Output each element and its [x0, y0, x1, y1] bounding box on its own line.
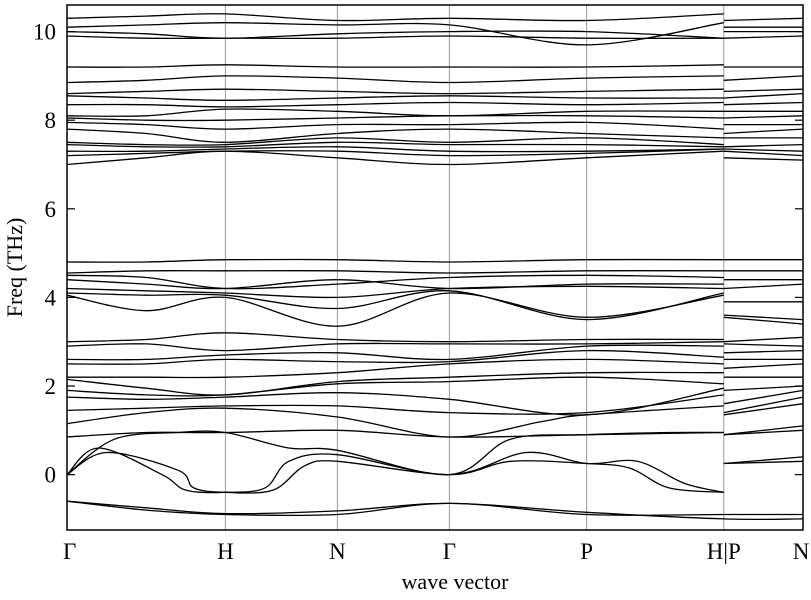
phonon-band	[724, 89, 803, 91]
phonon-band	[67, 286, 724, 297]
phonon-band	[67, 345, 724, 360]
phonon-band	[724, 94, 803, 98]
phonon-band	[67, 271, 724, 273]
phonon-band	[67, 116, 724, 121]
phonon-band	[67, 377, 724, 396]
phonon-band	[67, 76, 724, 83]
phonon-band	[724, 386, 803, 390]
phonon-band	[724, 364, 803, 368]
series-layer	[67, 14, 803, 520]
phonon-band	[67, 430, 724, 437]
y-tick-label: 8	[45, 108, 57, 133]
y-tick-label: 4	[45, 285, 57, 310]
x-tick-label: Γ	[443, 539, 456, 564]
x-axis-label: wave vector	[402, 569, 510, 594]
phonon-band	[724, 337, 803, 341]
phonon-band	[724, 103, 803, 105]
phonon-band	[67, 65, 724, 67]
phonon-band	[67, 103, 724, 107]
phonon-band	[67, 342, 724, 351]
phonon-band	[724, 129, 803, 133]
phonon-band	[724, 344, 803, 346]
x-tick-label: Γ	[63, 539, 76, 564]
phonon-band	[67, 501, 803, 519]
phonon-band	[67, 36, 724, 38]
phonon-band	[67, 96, 724, 101]
phonon-band	[67, 452, 724, 493]
phonon-band	[67, 138, 724, 145]
x-tick-label: N	[793, 539, 810, 564]
phonon-band	[724, 284, 803, 288]
y-tick-label: 10	[33, 20, 56, 45]
phonon-band	[67, 448, 724, 493]
phonon-band	[724, 116, 803, 118]
phonon-band	[724, 151, 803, 155]
x-ticks: Γ H N Γ P H|P N	[63, 539, 810, 564]
phonon-band	[724, 426, 803, 435]
x-tick-label: N	[329, 539, 346, 564]
phonon-band	[67, 122, 724, 129]
phonon-band	[67, 23, 724, 45]
phonon-band	[67, 89, 724, 93]
phonon-band	[67, 333, 724, 342]
y-tick-label: 6	[45, 197, 57, 222]
phonon-band	[67, 259, 724, 262]
phonon-band	[67, 109, 724, 116]
y-axis-label: Freq (THz)	[2, 218, 27, 318]
phonon-band	[67, 431, 724, 475]
phonon-band	[724, 36, 803, 38]
x-tick-label: H	[217, 539, 234, 564]
phonon-band	[67, 372, 724, 395]
y-tick-label: 2	[45, 374, 57, 399]
phonon-band	[724, 351, 803, 353]
phonon-band	[724, 390, 803, 403]
plot-frame	[67, 5, 803, 530]
phonon-band	[724, 76, 803, 80]
gridlines	[225, 5, 723, 530]
phonon-band	[724, 145, 803, 147]
phonon-band	[67, 149, 724, 156]
x-tick-label: H|P	[707, 539, 741, 564]
y-tick-label: 0	[45, 463, 57, 488]
x-tick-label: P	[580, 539, 593, 564]
phonon-band	[724, 149, 803, 151]
phonon-band	[67, 14, 724, 21]
phonon-band	[67, 291, 724, 320]
phonon-band	[724, 18, 803, 20]
phonon-band	[724, 158, 803, 160]
